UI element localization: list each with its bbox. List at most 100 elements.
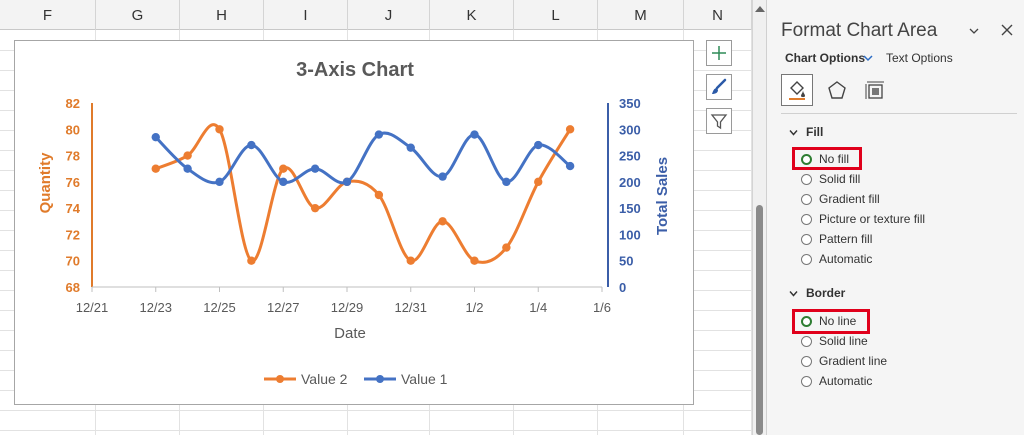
data-point-value-2[interactable] [183, 151, 192, 160]
column-header-m[interactable]: M [598, 0, 684, 30]
border-section-header[interactable]: Border [789, 286, 845, 300]
radio-button[interactable] [801, 355, 812, 367]
right-axis-tick-label: 200 [619, 175, 641, 190]
column-header-l[interactable]: L [514, 0, 598, 30]
data-point-value-1[interactable] [342, 177, 352, 187]
border-option-gradient-line[interactable]: Gradient line [801, 354, 887, 368]
fill-option-solid-fill[interactable]: Solid fill [801, 172, 860, 186]
radio-button[interactable] [801, 213, 812, 225]
chart-styles-button[interactable] [706, 74, 732, 100]
x-axis-title[interactable]: Date [334, 325, 366, 342]
fill-option-automatic[interactable]: Automatic [801, 252, 872, 266]
left-axis[interactable]: 68 70 72 74 76 78 80 82 [66, 96, 93, 295]
close-icon[interactable] [999, 22, 1015, 38]
column-header-h[interactable]: H [180, 0, 264, 30]
chart-title[interactable]: 3-Axis Chart [296, 59, 414, 81]
data-point-value-1[interactable] [279, 177, 288, 187]
x-axis-tick-label: 12/27 [267, 300, 300, 315]
column-header-f[interactable]: F [0, 0, 96, 30]
data-point-value-2[interactable] [215, 125, 224, 134]
data-point-value-1[interactable] [534, 140, 543, 150]
data-point-value-1[interactable] [438, 172, 447, 181]
border-option-solid-line[interactable]: Solid line [801, 334, 868, 348]
fill-option-pattern-fill[interactable]: Pattern fill [801, 232, 872, 246]
radio-button[interactable] [801, 375, 812, 387]
data-point-value-2[interactable] [534, 177, 543, 187]
vertical-scrollbar[interactable] [752, 0, 766, 435]
data-point-value-2[interactable] [470, 256, 479, 265]
chart-legend[interactable]: Value 2 Value 1 [264, 371, 448, 387]
data-point-value-2[interactable] [438, 217, 447, 226]
data-point-value-1[interactable] [310, 164, 320, 173]
radio-button[interactable] [801, 193, 812, 205]
left-axis-title[interactable]: Quantity [37, 152, 54, 213]
data-point-value-2[interactable] [247, 256, 256, 265]
right-axis-tick-label: 350 [619, 96, 641, 111]
size-properties-tab[interactable] [859, 74, 891, 106]
data-point-value-2[interactable] [151, 164, 160, 173]
data-point-value-2[interactable] [406, 256, 415, 265]
tab-text-options[interactable]: Text Options [886, 51, 953, 65]
border-option-automatic[interactable]: Automatic [801, 374, 872, 388]
left-axis-tick-label: 70 [66, 254, 80, 269]
tab-chart-options[interactable]: Chart Options [785, 51, 865, 65]
series-line-value-2[interactable] [155, 123, 572, 264]
column-header-i[interactable]: I [264, 0, 348, 30]
data-point-value-2[interactable] [279, 164, 288, 173]
data-point-value-2[interactable] [374, 190, 384, 200]
x-axis-tick-label: 12/25 [203, 300, 236, 315]
effects-tab[interactable] [821, 74, 853, 106]
data-point-value-1[interactable] [151, 132, 160, 142]
data-point-value-1[interactable] [183, 164, 192, 173]
scroll-up-arrow-icon[interactable] [755, 6, 765, 12]
fill-section-header[interactable]: Fill [789, 125, 823, 139]
x-axis[interactable]: 12/21 12/23 12/25 12/27 12/29 12/31 1/2 1/4 1/6 [76, 286, 611, 315]
pentagon-icon [828, 81, 846, 99]
fill-option-gradient-fill[interactable]: Gradient fill [801, 192, 880, 206]
column-header-k[interactable]: K [430, 0, 514, 30]
chart-filters-button[interactable] [706, 108, 732, 134]
no-fill-highlight [792, 147, 862, 170]
data-point-value-1[interactable] [502, 177, 511, 187]
data-point-value-1[interactable] [374, 130, 384, 139]
chevron-down-icon [789, 129, 798, 136]
radio-button[interactable] [801, 173, 812, 185]
data-point-value-1[interactable] [406, 143, 415, 152]
fill-option-no-fill[interactable]: No fill [801, 152, 849, 166]
chart-area[interactable]: 68 70 72 74 76 78 80 82 0 50 100 150 200 250 300 350 1… [14, 40, 694, 405]
radio-button[interactable] [801, 233, 812, 245]
radio-button[interactable] [801, 315, 812, 327]
border-section-label: Border [806, 286, 846, 300]
right-axis-title[interactable]: Total Sales [654, 157, 671, 235]
border-option-no-line[interactable]: No line [801, 314, 856, 328]
right-axis[interactable]: 0 50 100 150 200 250 300 350 [607, 96, 641, 295]
chart-elements-button[interactable] [706, 40, 732, 66]
chevron-down-icon[interactable] [862, 52, 874, 64]
column-header-n[interactable]: N [684, 0, 752, 30]
radio-button[interactable] [801, 153, 812, 165]
column-header-g[interactable]: G [96, 0, 180, 30]
radio-button[interactable] [801, 253, 812, 265]
column-header-j[interactable]: J [348, 0, 430, 30]
data-point-value-1[interactable] [215, 177, 224, 187]
data-point-value-2[interactable] [310, 203, 320, 213]
legend-label-value-2[interactable]: Value 2 [301, 371, 348, 387]
data-point-value-2[interactable] [502, 243, 511, 252]
radio-button[interactable] [801, 335, 812, 347]
scrollbar-thumb[interactable] [756, 205, 763, 435]
size-properties-icon [865, 81, 884, 99]
x-axis-tick-label: 1/4 [529, 300, 547, 315]
data-point-value-2[interactable] [565, 125, 575, 134]
chevron-down-icon[interactable] [967, 24, 981, 38]
series-line-value-1[interactable] [154, 131, 572, 185]
no-line-highlight [792, 309, 870, 334]
legend-label-value-1[interactable]: Value 1 [401, 371, 448, 387]
fill-option-picture-or-texture-fill[interactable]: Picture or texture fill [801, 212, 925, 226]
data-point-value-1[interactable] [565, 161, 575, 171]
fill-line-tab[interactable] [781, 74, 813, 106]
pane-divider [781, 113, 1017, 114]
legend-marker-value-2 [276, 375, 284, 383]
data-point-value-1[interactable] [470, 130, 479, 139]
data-point-value-1[interactable] [247, 140, 256, 150]
